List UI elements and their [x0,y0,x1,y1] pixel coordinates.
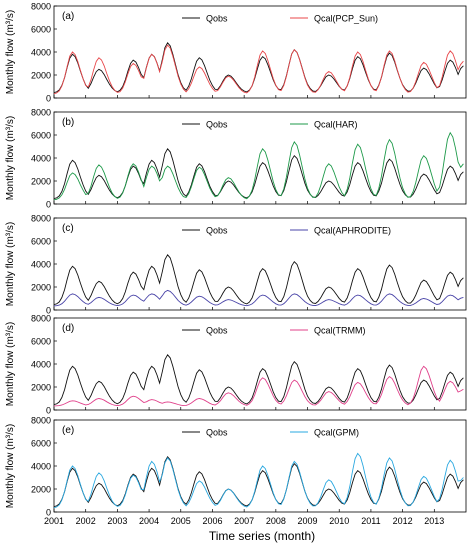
y-axis-title: Monthly flow (m³/s) [5,322,16,406]
y-tick-label: 8000 [31,214,51,224]
y-tick-label: 6000 [31,439,51,449]
panel-frame [53,419,467,513]
series-line-qcal [53,452,464,509]
y-tick-label: 6000 [31,337,51,347]
y-tick-label: 0 [46,306,51,316]
x-tick-label: 2008 [266,516,286,526]
x-tick-label: 2007 [234,516,254,526]
panel-label: (c) [62,223,74,234]
y-axis-title: Monthly flow (m³/s) [5,222,16,306]
y-tick-label: 8000 [31,108,51,118]
y-tick-label: 4000 [31,154,51,164]
panel-frame [53,111,467,205]
y-tick-label: 0 [46,94,51,104]
y-tick-label: 2000 [31,71,51,81]
legend-label: Qcal(HAR) [314,120,358,130]
y-axis-title: Monthly flow (m³/s) [5,424,16,508]
y-tick-label: 8000 [31,2,51,12]
legend-label: Qobs [206,120,228,130]
x-tick-label: 2011 [361,516,380,526]
y-axis-title: Monthly flow (m³/s) [5,10,16,94]
y-tick-label: 0 [46,406,51,416]
legend-label: Qobs [206,326,228,336]
series-line-qobs [53,354,464,406]
y-tick-label: 0 [46,200,51,210]
y-tick-label: 8000 [31,416,51,426]
legend-label: Qcal(TRMM) [314,326,366,336]
panel-frame [53,5,467,99]
legend-label: Qobs [206,14,228,24]
y-tick-label: 4000 [31,462,51,472]
x-tick-label: 2005 [171,516,191,526]
x-tick-label: 2003 [107,516,127,526]
series-line-qcal [53,44,464,95]
legend-label: Qobs [206,226,228,236]
x-tick-label: 2010 [329,516,349,526]
y-tick-label: 6000 [31,237,51,247]
y-tick-label: 6000 [31,25,51,35]
legend-label: Qcal(GPM) [314,428,359,438]
y-tick-label: 2000 [31,283,51,293]
legend-label: Qcal(APHRODITE) [314,226,391,236]
x-tick-label: 2002 [76,516,96,526]
panel-label: (e) [62,425,74,436]
y-tick-label: 4000 [31,260,51,270]
x-tick-label: 2001 [44,516,64,526]
y-tick-label: 2000 [31,485,51,495]
y-tick-label: 6000 [31,131,51,141]
y-tick-label: 4000 [31,48,51,58]
y-tick-label: 0 [46,508,51,518]
panel-label: (d) [62,323,74,334]
y-tick-label: 4000 [31,360,51,370]
series-line-qcal [53,365,464,407]
x-tick-label: 2013 [424,516,444,526]
series-line-qobs [53,148,464,200]
legend-label: Qcal(PCP_Sun) [314,14,378,24]
x-axis-title: Time series (month) [209,529,315,543]
legend-label: Qobs [206,428,228,438]
series-line-qobs [53,456,464,508]
y-tick-label: 8000 [31,314,51,324]
y-axis-title: Monthly flow (m³/s) [5,116,16,200]
series-line-qcal [53,289,464,307]
panel-label: (b) [62,117,74,128]
y-tick-label: 2000 [31,177,51,187]
series-line-qobs [53,254,464,306]
y-tick-label: 2000 [31,383,51,393]
series-line-qobs [53,42,464,94]
x-tick-label: 2012 [393,516,413,526]
series-line-qcal [53,131,464,201]
x-tick-label: 2006 [202,516,222,526]
panel-frame [53,317,467,411]
x-tick-label: 2009 [298,516,318,526]
panel-label: (a) [62,11,74,22]
x-tick-label: 2004 [139,516,159,526]
